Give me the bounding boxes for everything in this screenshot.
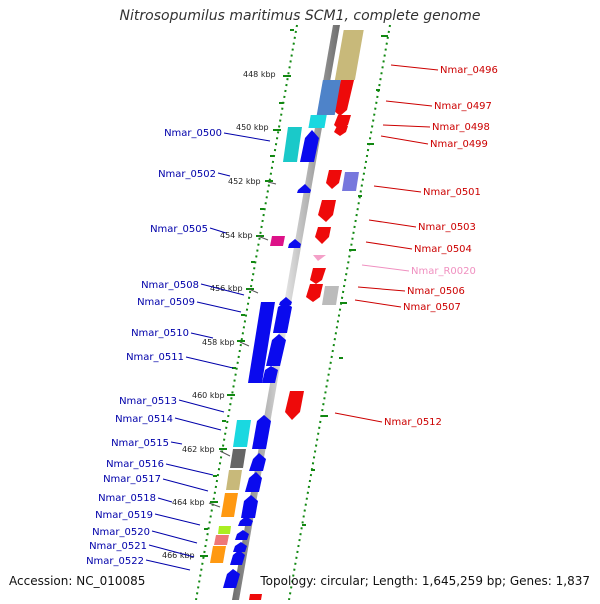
gene-label[interactable]: Nmar_0514: [115, 414, 173, 425]
ruler-ticks: [200, 29, 294, 557]
gene-arrow[interactable]: [306, 284, 323, 302]
gene-arrow[interactable]: [279, 297, 292, 305]
gene-arrow[interactable]: [326, 170, 342, 189]
gene-label[interactable]: Nmar_0505: [150, 224, 208, 235]
tick-label: 458 kbp: [202, 338, 235, 347]
forward-strand-genes: [210, 127, 319, 588]
tick-label: 462 kbp: [182, 445, 215, 454]
right-labels: Nmar_0496 Nmar_0497 Nmar_0498 Nmar_0499 …: [384, 65, 498, 428]
gene-arrow[interactable]: [288, 239, 301, 248]
accession-label: Accession: NC_010085: [9, 574, 146, 588]
gene-label[interactable]: Nmar_0515: [111, 438, 169, 449]
gene-label[interactable]: Nmar_0498: [432, 122, 490, 133]
feature-block[interactable]: [221, 493, 238, 517]
ruler-ticks-right: [302, 35, 388, 526]
tick-label: 456 kbp: [210, 284, 243, 293]
gene-arrow[interactable]: [310, 268, 326, 284]
gene-label[interactable]: Nmar_0496: [440, 65, 498, 76]
gene-label[interactable]: Nmar_0508: [141, 280, 199, 291]
gene-arrow[interactable]: [233, 542, 247, 552]
gene-arrow[interactable]: [249, 594, 262, 600]
gene-arrow[interactable]: [241, 495, 258, 518]
gene-label[interactable]: Nmar_0513: [119, 396, 177, 407]
tick-label: 464 kbp: [172, 498, 205, 507]
gene-label[interactable]: Nmar_0503: [418, 222, 476, 233]
gene-label[interactable]: Nmar_0518: [98, 493, 156, 504]
gene-arrow[interactable]: [238, 516, 253, 526]
gene-label[interactable]: Nmar_0502: [158, 169, 216, 180]
right-guide-line: [288, 24, 391, 601]
gene-arrow[interactable]: [230, 550, 245, 565]
gene-arrow[interactable]: [235, 530, 249, 540]
gene-arrow[interactable]: [318, 200, 336, 222]
genome-title: Nitrosopumilus maritimus SCM1, complete …: [119, 8, 481, 24]
feature-block[interactable]: [283, 127, 302, 162]
feature-block[interactable]: [210, 546, 226, 563]
gene-label[interactable]: Nmar_0497: [434, 101, 492, 112]
gene-label[interactable]: Nmar_0512: [384, 417, 442, 428]
gene-label[interactable]: Nmar_0504: [414, 244, 472, 255]
feature-block[interactable]: [342, 172, 359, 191]
gene-arrow[interactable]: [223, 569, 240, 588]
topology-label: Topology: circular; Length: 1,645,259 bp…: [260, 574, 590, 588]
gene-label[interactable]: Nmar_R0020: [411, 266, 476, 277]
gene-arrow[interactable]: [285, 391, 304, 420]
gene-arrow[interactable]: [262, 366, 278, 383]
gene-label[interactable]: Nmar_0520: [92, 527, 150, 538]
gene-label[interactable]: Nmar_0511: [126, 352, 184, 363]
gene-label[interactable]: Nmar_0519: [95, 510, 153, 521]
reverse-strand-genes: [249, 30, 364, 600]
gene-arrow[interactable]: [300, 130, 319, 162]
feature-block[interactable]: [334, 30, 364, 80]
gene-arrow[interactable]: [249, 453, 266, 471]
tick-label: 466 kbp: [162, 551, 195, 560]
gene-arrow[interactable]: [266, 334, 286, 366]
gene-label[interactable]: Nmar_0522: [86, 556, 144, 567]
gene-label[interactable]: Nmar_0501: [423, 187, 481, 198]
gene-label[interactable]: Nmar_0517: [103, 474, 161, 485]
gene-arrow[interactable]: [273, 302, 292, 333]
gene-arrow[interactable]: [245, 472, 262, 492]
rna-gene-marker[interactable]: [313, 255, 326, 261]
gene-label[interactable]: Nmar_0521: [89, 541, 147, 552]
gene-arrow[interactable]: [315, 227, 331, 244]
gene-label[interactable]: Nmar_0499: [430, 139, 488, 150]
feature-block[interactable]: [218, 526, 231, 534]
feature-block[interactable]: [214, 535, 229, 545]
feature-block[interactable]: [270, 236, 285, 246]
gene-arrow[interactable]: [252, 415, 271, 449]
gene-label[interactable]: Nmar_0516: [106, 459, 164, 470]
tick-label: 460 kbp: [192, 391, 225, 400]
gene-label[interactable]: Nmar_0509: [137, 297, 195, 308]
right-leader-lines: [334, 64, 439, 423]
rna-leader-line: [361, 264, 410, 272]
gene-label[interactable]: Nmar_0506: [407, 286, 465, 297]
feature-block[interactable]: [226, 470, 242, 490]
tick-label: 454 kbp: [220, 231, 253, 240]
feature-block[interactable]: [316, 80, 341, 115]
feature-block[interactable]: [308, 115, 327, 128]
gene-arrow[interactable]: [248, 302, 275, 383]
tick-label: 448 kbp: [243, 70, 276, 79]
feature-block[interactable]: [233, 420, 251, 447]
gene-label[interactable]: Nmar_0507: [403, 302, 461, 313]
gene-label[interactable]: Nmar_0500: [164, 128, 222, 139]
gene-label[interactable]: Nmar_0510: [131, 328, 189, 339]
feature-block[interactable]: [322, 286, 339, 305]
feature-block[interactable]: [230, 449, 246, 468]
tick-label: 450 kbp: [236, 123, 269, 132]
gene-arrow[interactable]: [334, 126, 348, 136]
gene-arrow[interactable]: [333, 80, 354, 116]
gene-arrow[interactable]: [297, 184, 311, 193]
left-labels: Nmar_0500 Nmar_0502 Nmar_0505 Nmar_0508 …: [86, 128, 222, 567]
left-leader-lines: [145, 132, 271, 571]
tick-label: 452 kbp: [228, 177, 261, 186]
